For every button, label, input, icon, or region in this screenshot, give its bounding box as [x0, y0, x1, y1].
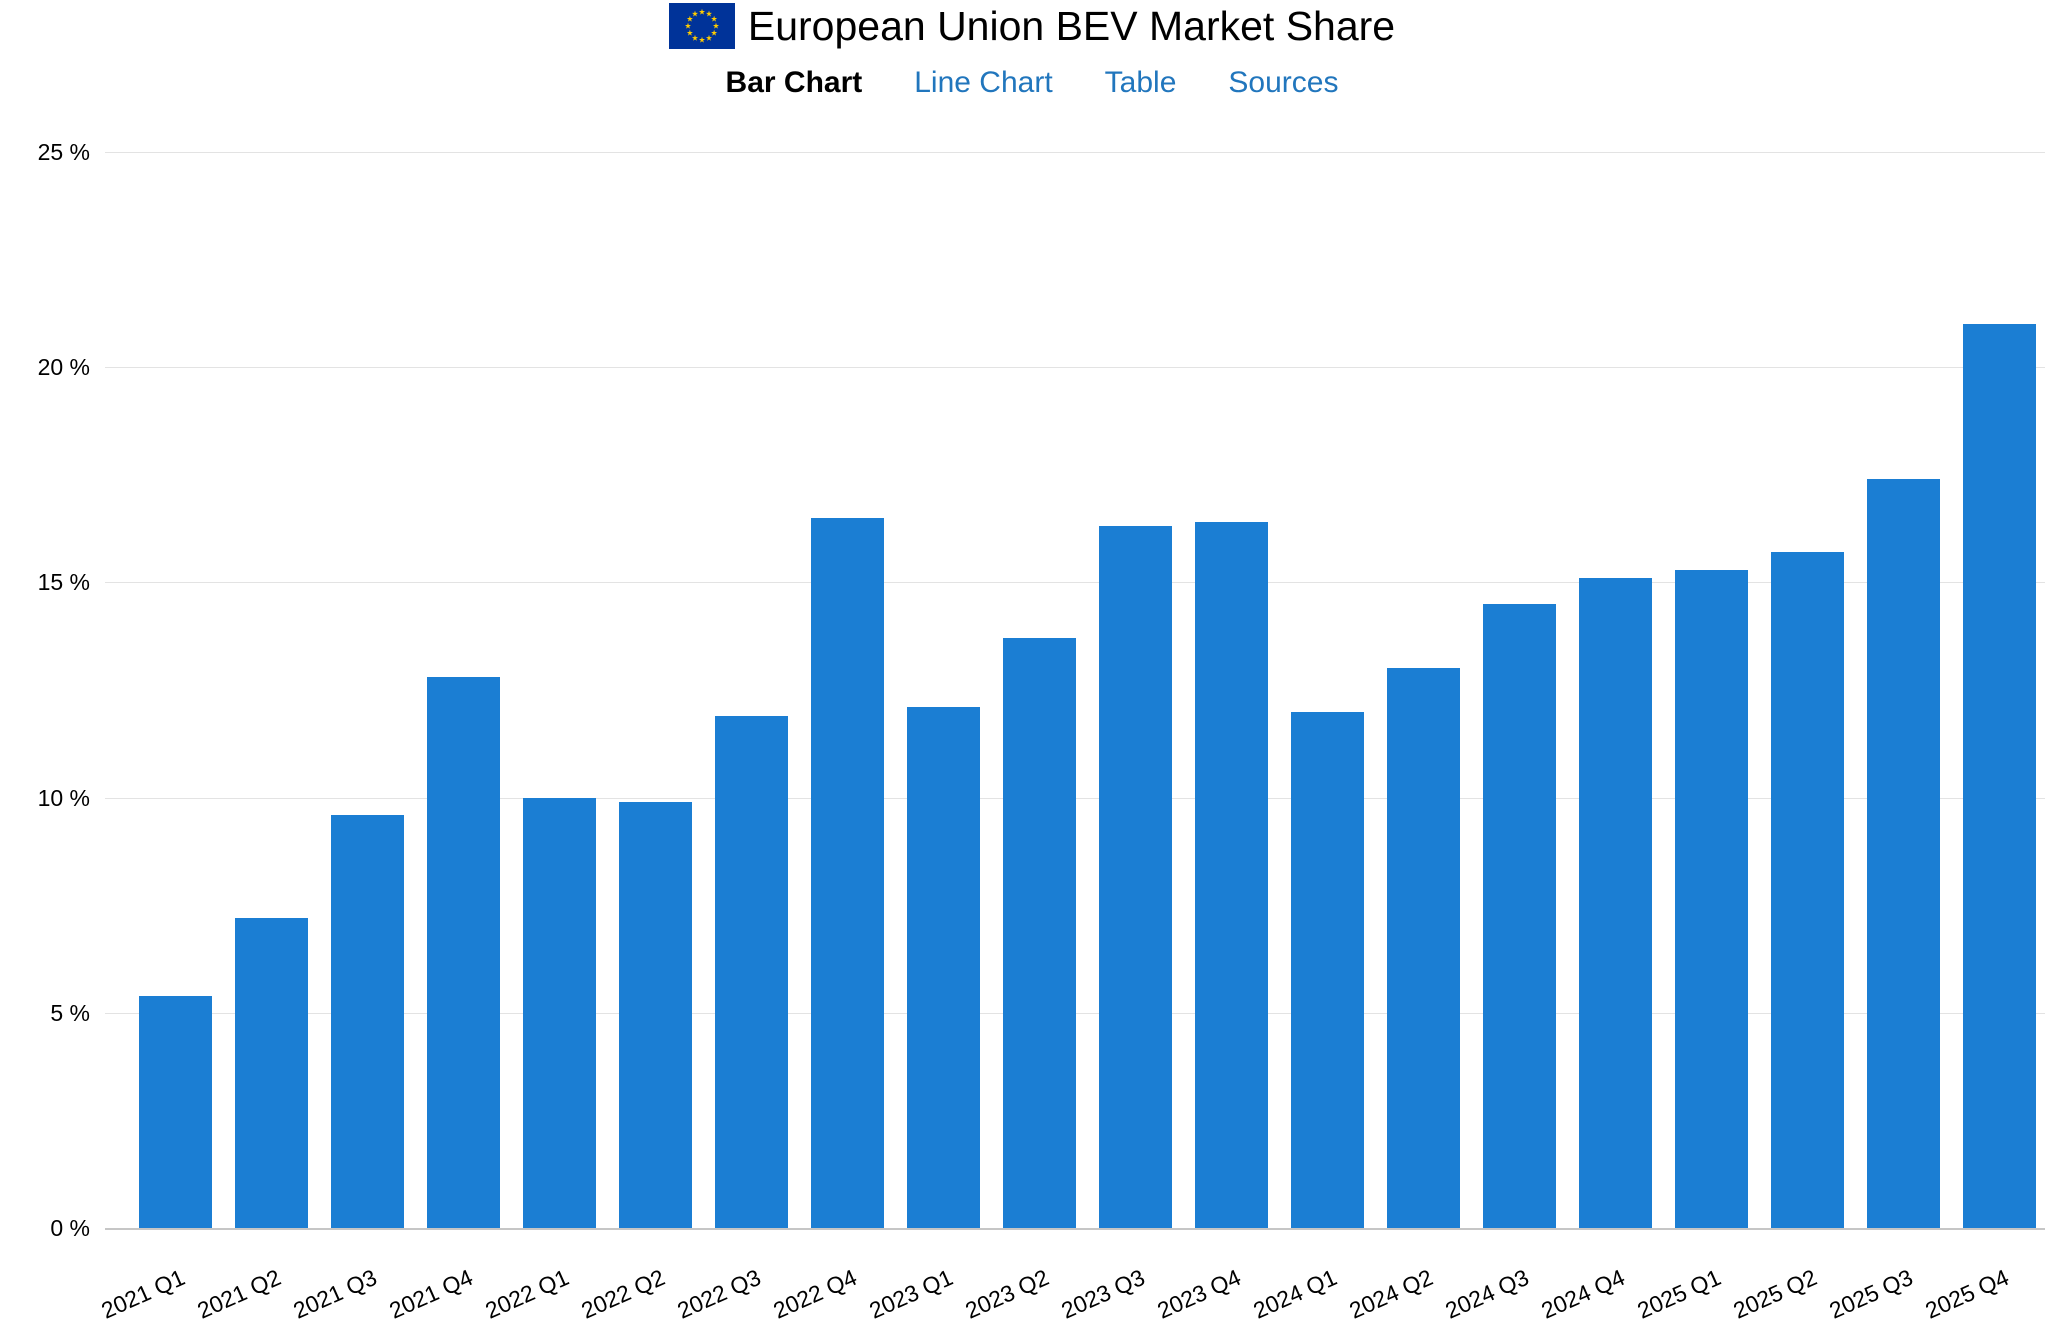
- tab-sources[interactable]: Sources: [1228, 66, 1339, 99]
- x-axis-label: 2021 Q4: [384, 1264, 477, 1324]
- gridline-20-percent: [105, 367, 2045, 369]
- bar-2025-q1[interactable]: [1675, 569, 1748, 1228]
- bar-2022-q3[interactable]: [715, 715, 788, 1228]
- x-axis-label: 2025 Q4: [1920, 1264, 2013, 1324]
- x-axis-label: 2024 Q1: [1248, 1264, 1341, 1324]
- x-axis-label: 2024 Q3: [1440, 1264, 1533, 1324]
- gridline-15-percent: [105, 582, 2045, 584]
- x-axis-label: 2022 Q4: [768, 1264, 861, 1324]
- chart-title-row: European Union BEV Market Share: [0, 0, 2064, 52]
- bar-2021-q3[interactable]: [331, 814, 404, 1228]
- x-axis-label: 2023 Q3: [1056, 1264, 1149, 1324]
- eu-flag-icon: [668, 3, 735, 49]
- bar-2024-q4[interactable]: [1579, 578, 1652, 1228]
- x-axis-label: 2022 Q3: [672, 1264, 765, 1324]
- bar-2025-q4[interactable]: [1963, 324, 2036, 1228]
- bar-2025-q3[interactable]: [1867, 479, 1940, 1228]
- bar-2021-q4[interactable]: [427, 677, 500, 1228]
- bar-2023-q2[interactable]: [1003, 638, 1076, 1228]
- x-axis-label: 2021 Q2: [192, 1264, 285, 1324]
- bar-2022-q2[interactable]: [619, 801, 692, 1228]
- y-axis-label: 0 %: [50, 1215, 90, 1241]
- tab-line-chart[interactable]: Line Chart: [914, 66, 1053, 99]
- tab-table[interactable]: Table: [1104, 66, 1177, 99]
- x-axis-label: 2024 Q4: [1536, 1264, 1629, 1324]
- x-axis-label: 2023 Q1: [864, 1264, 957, 1324]
- chart-nav: Bar Chart Line Chart Table Sources: [0, 66, 2064, 100]
- x-axis-label: 2021 Q3: [288, 1264, 381, 1324]
- bar-2024-q1[interactable]: [1291, 711, 1364, 1228]
- y-axis-label: 5 %: [50, 999, 90, 1026]
- bar-2024-q2[interactable]: [1387, 668, 1460, 1228]
- page-title: European Union BEV Market Share: [747, 2, 1396, 49]
- x-axis-label: 2023 Q2: [960, 1264, 1053, 1324]
- tab-bar-chart[interactable]: Bar Chart: [725, 66, 863, 99]
- y-axis-label: 25 %: [37, 139, 90, 165]
- bar-2021-q2[interactable]: [235, 918, 308, 1228]
- x-axis-label: 2025 Q3: [1824, 1264, 1917, 1324]
- y-axis-label: 10 %: [37, 784, 90, 811]
- gridline-25-percent: [105, 152, 2045, 153]
- bar-2025-q2[interactable]: [1771, 552, 1844, 1228]
- x-axis-label: 2021 Q1: [96, 1264, 189, 1324]
- bar-2021-q1[interactable]: [139, 995, 212, 1228]
- bar-2024-q3[interactable]: [1483, 603, 1556, 1228]
- x-axis-label: 2022 Q1: [480, 1264, 573, 1324]
- bar-2022-q1[interactable]: [523, 797, 596, 1228]
- x-axis-label: 2023 Q4: [1152, 1264, 1245, 1324]
- x-axis-label: 2022 Q2: [576, 1264, 669, 1324]
- x-axis-label: 2024 Q2: [1344, 1264, 1437, 1324]
- header: European Union BEV Market Share Bar Char…: [0, 0, 2064, 100]
- bar-2022-q4[interactable]: [811, 517, 884, 1228]
- bar-2023-q4[interactable]: [1195, 522, 1268, 1228]
- bar-2023-q1[interactable]: [907, 707, 980, 1228]
- y-axis-label: 15 %: [37, 569, 90, 596]
- bar-chart-plot: 0 % 5 % 10 % 15 % 20 % 25 % 2021 Q1 2021 Q2 2021…: [38, 139, 2045, 1324]
- bar-2023-q3[interactable]: [1099, 526, 1172, 1228]
- y-axis-label: 20 %: [37, 354, 90, 381]
- x-axis-label: 2025 Q1: [1632, 1264, 1725, 1324]
- x-axis-label: 2025 Q2: [1728, 1264, 1821, 1324]
